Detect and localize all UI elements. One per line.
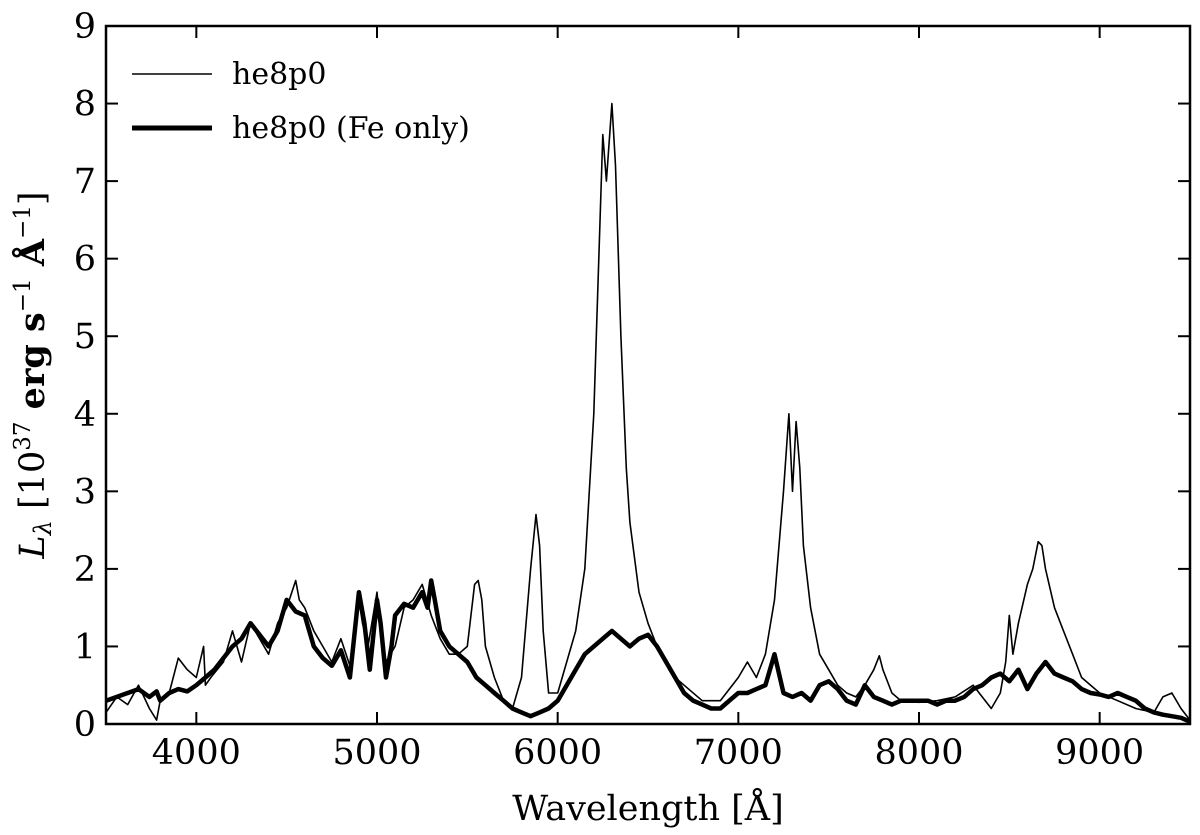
x-tick-label: 5000 (332, 733, 421, 773)
x-axis: 4000 5000 6000 7000 8000 9000 (152, 26, 1144, 773)
y-axis-suffix: ] (13, 191, 53, 205)
y-tick-label: 7 (74, 162, 96, 202)
y-tick-label: 1 (74, 627, 96, 667)
y-axis-exp-s: −1 (10, 278, 36, 312)
y-tick-label: 9 (74, 7, 96, 47)
legend-label-fe-only: he8p0 (Fe only) (232, 111, 470, 146)
y-axis-angstrom: Å (11, 238, 53, 278)
series-line-he8p0 (105, 102, 1191, 721)
y-tick-label: 0 (74, 705, 96, 745)
x-axis-title: Wavelength [Å] (512, 786, 783, 829)
x-tick-label: 9000 (1055, 733, 1144, 773)
y-tick-label: 6 (74, 240, 96, 280)
x-tick-label: 7000 (694, 733, 783, 773)
y-axis-subscript: λ (29, 520, 57, 536)
y-tick-label: 5 (74, 317, 96, 357)
y-axis: 0 1 2 3 4 5 6 7 8 9 (74, 7, 1190, 745)
y-axis-exponent: 37 (10, 422, 36, 451)
series-line-fe-only (105, 578, 1191, 724)
x-tick-label: 8000 (874, 733, 963, 773)
y-axis-prefix: [10 (13, 451, 53, 520)
y-tick-label: 2 (74, 550, 96, 590)
y-tick-label: 4 (74, 395, 96, 435)
series-layer (105, 102, 1191, 724)
y-axis-title: Lλ [1037 erg s−1 Å−1] (10, 191, 57, 559)
x-tick-label: 4000 (152, 733, 241, 773)
y-axis-symbol: L (13, 535, 53, 559)
y-tick-label: 3 (74, 472, 96, 512)
x-tick-label: 6000 (513, 733, 602, 773)
y-tick-label: 8 (74, 85, 96, 125)
y-axis-exp-a: −1 (10, 205, 36, 239)
y-axis-units: erg s (12, 312, 53, 421)
plot-frame (104, 24, 1192, 726)
legend-label-he8p0: he8p0 (232, 57, 326, 92)
legend: he8p0 he8p0 (Fe only) (132, 57, 470, 146)
